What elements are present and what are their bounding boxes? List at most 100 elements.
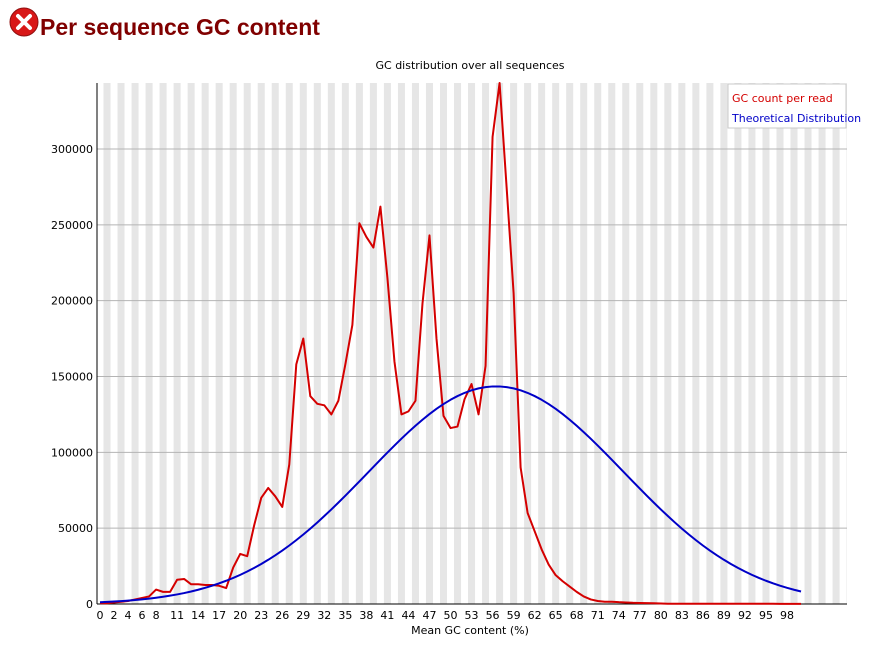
category-band bbox=[538, 83, 546, 604]
x-tick-label: 47 bbox=[422, 609, 436, 622]
y-tick-label: 0 bbox=[86, 598, 93, 611]
category-band bbox=[454, 83, 462, 604]
category-band bbox=[510, 83, 518, 604]
category-band bbox=[313, 83, 321, 604]
error-icon bbox=[9, 7, 39, 37]
category-band bbox=[173, 83, 181, 604]
category-band bbox=[201, 83, 209, 604]
x-tick-label: 95 bbox=[759, 609, 773, 622]
plot-background bbox=[103, 83, 847, 604]
category-band bbox=[636, 83, 644, 604]
category-band bbox=[285, 83, 293, 604]
category-band bbox=[131, 83, 139, 604]
category-band bbox=[187, 83, 195, 604]
category-band bbox=[468, 83, 476, 604]
category-band bbox=[678, 83, 686, 604]
x-tick-label: 23 bbox=[254, 609, 268, 622]
x-tick-label: 41 bbox=[380, 609, 394, 622]
x-tick-label: 71 bbox=[591, 609, 605, 622]
category-band bbox=[327, 83, 335, 604]
x-tick-label: 14 bbox=[191, 609, 205, 622]
x-tick-label: 50 bbox=[444, 609, 458, 622]
legend-entry: GC count per read bbox=[732, 92, 833, 105]
x-tick-label: 83 bbox=[675, 609, 689, 622]
category-band bbox=[818, 83, 826, 604]
y-tick-label: 300000 bbox=[51, 143, 93, 156]
x-tick-label: 65 bbox=[549, 609, 563, 622]
x-tick-label: 11 bbox=[170, 609, 184, 622]
x-tick-label: 92 bbox=[738, 609, 752, 622]
category-band bbox=[552, 83, 560, 604]
category-band bbox=[383, 83, 391, 604]
category-band bbox=[608, 83, 616, 604]
page-title: Per sequence GC content bbox=[40, 14, 320, 40]
x-tick-label: 32 bbox=[317, 609, 331, 622]
category-band bbox=[832, 83, 840, 604]
x-axis-label: Mean GC content (%) bbox=[411, 624, 529, 637]
category-band bbox=[257, 83, 265, 604]
category-band bbox=[804, 83, 812, 604]
category-band bbox=[103, 83, 111, 604]
category-band bbox=[706, 83, 714, 604]
category-band bbox=[439, 83, 448, 604]
category-band bbox=[762, 83, 770, 604]
category-band bbox=[692, 83, 700, 604]
category-band bbox=[734, 83, 742, 604]
category-band bbox=[790, 83, 798, 604]
x-tick-label: 80 bbox=[654, 609, 668, 622]
category-band bbox=[229, 83, 237, 604]
y-tick-label: 100000 bbox=[51, 446, 93, 459]
category-band bbox=[748, 83, 756, 604]
x-tick-label: 8 bbox=[153, 609, 160, 622]
category-band bbox=[243, 83, 251, 604]
x-tick-label: 20 bbox=[233, 609, 247, 622]
x-tick-label: 86 bbox=[696, 609, 710, 622]
category-band bbox=[720, 83, 728, 604]
chart-title: GC distribution over all sequences bbox=[376, 59, 565, 72]
x-tick-label: 17 bbox=[212, 609, 226, 622]
category-band bbox=[425, 83, 433, 604]
category-band bbox=[215, 83, 223, 604]
category-band bbox=[411, 83, 419, 604]
x-tick-label: 59 bbox=[507, 609, 521, 622]
y-tick-label: 150000 bbox=[51, 370, 93, 383]
category-band bbox=[650, 83, 658, 604]
legend-box bbox=[727, 83, 847, 129]
x-tick-label: 6 bbox=[139, 609, 146, 622]
x-tick-label: 56 bbox=[486, 609, 500, 622]
data-line bbox=[100, 82, 802, 605]
category-band bbox=[524, 83, 532, 604]
category-band bbox=[341, 83, 349, 604]
x-tick-label: 62 bbox=[528, 609, 542, 622]
y-tick-label: 50000 bbox=[58, 522, 93, 535]
category-band bbox=[566, 83, 574, 604]
x-tick-label: 2 bbox=[111, 609, 118, 622]
category-band bbox=[580, 83, 588, 604]
category-band bbox=[145, 83, 153, 604]
x-tick-label: 68 bbox=[570, 609, 584, 622]
x-tick-label: 77 bbox=[633, 609, 647, 622]
category-band bbox=[664, 83, 672, 604]
x-tick-label: 98 bbox=[780, 609, 794, 622]
category-band bbox=[397, 83, 405, 604]
x-tick-label: 38 bbox=[359, 609, 373, 622]
category-band bbox=[355, 83, 363, 604]
x-tick-label: 26 bbox=[275, 609, 289, 622]
legend-entry: Theoretical Distribution bbox=[731, 112, 861, 125]
category-band bbox=[369, 83, 377, 604]
category-band bbox=[159, 83, 167, 604]
x-tick-label: 44 bbox=[401, 609, 415, 622]
category-band bbox=[776, 83, 784, 604]
x-tick-label: 4 bbox=[125, 609, 132, 622]
category-band bbox=[117, 83, 125, 604]
x-tick-label: 53 bbox=[465, 609, 479, 622]
y-tick-label: 200000 bbox=[51, 295, 93, 308]
x-tick-label: 89 bbox=[717, 609, 731, 622]
x-tick-label: 0 bbox=[97, 609, 104, 622]
x-tick-label: 74 bbox=[612, 609, 626, 622]
x-tick-label: 29 bbox=[296, 609, 310, 622]
category-band bbox=[271, 83, 279, 604]
y-tick-label: 250000 bbox=[51, 219, 93, 232]
